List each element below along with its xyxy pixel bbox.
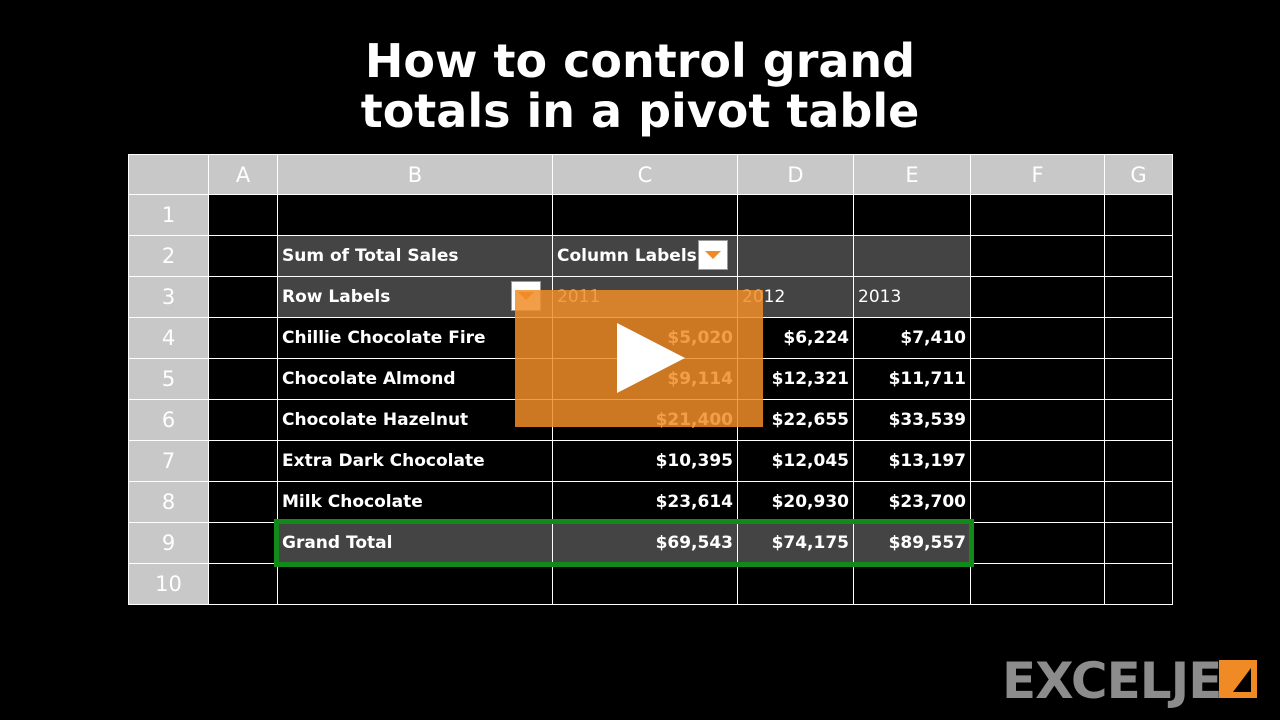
cell [970,440,1105,482]
play-icon [617,323,685,393]
cell [1104,399,1173,441]
cell [208,440,278,482]
cell: $11,711 [853,358,971,400]
cell: Milk Chocolate [277,481,553,523]
cell [208,317,278,359]
cell [970,194,1105,236]
cell [970,481,1105,523]
column-header: E [853,154,971,195]
cell [853,563,971,605]
cell [1104,317,1173,359]
cell: 2013 [853,276,971,318]
cell [552,563,738,605]
column-header: D [737,154,854,195]
cell: Chocolate Almond [277,358,553,400]
cell: $23,614 [552,481,738,523]
row-header: 6 [128,399,209,441]
cell [1104,440,1173,482]
cell [1104,194,1173,236]
cell [737,194,854,236]
play-button[interactable] [515,290,763,427]
cell [208,235,278,277]
row-header: 8 [128,481,209,523]
row-header: 5 [128,358,209,400]
cell [277,194,553,236]
cell [970,317,1105,359]
column-header: F [970,154,1105,195]
cell [208,276,278,318]
cell [208,399,278,441]
cell: Extra Dark Chocolate [277,440,553,482]
cell: $10,395 [552,440,738,482]
column-header: A [208,154,278,195]
cell [1104,522,1173,564]
cell: $33,539 [853,399,971,441]
cell: $7,410 [853,317,971,359]
cell [970,276,1105,318]
cell [737,563,854,605]
cell [970,522,1105,564]
selection-border [274,519,974,567]
cell [970,563,1105,605]
cell: $13,197 [853,440,971,482]
cell: Chocolate Hazelnut [277,399,553,441]
dropdown-arrow [705,251,721,259]
cell [552,194,738,236]
logo: EXCELJET [1002,652,1255,710]
cell [970,399,1105,441]
row-header: 10 [128,563,209,605]
cell [1104,358,1173,400]
row-header: 9 [128,522,209,564]
logo-icon [1219,660,1257,698]
cell: $12,045 [737,440,854,482]
cell [1104,235,1173,277]
column-header: B [277,154,553,195]
cell [853,194,971,236]
row-header: 4 [128,317,209,359]
title: totals in a pivot table [360,84,920,138]
cell [208,563,278,605]
cell [208,358,278,400]
row-header: 2 [128,235,209,277]
cell [853,235,971,277]
cell: Sum of Total Sales [277,235,553,277]
filter-button[interactable] [698,240,728,270]
column-header: C [552,154,738,195]
cell: $74,175 [737,522,854,564]
row-header: 1 [128,194,209,236]
cell [1104,276,1173,318]
cell [1104,563,1173,605]
cell: Row Labels [277,276,553,318]
cell [208,481,278,523]
cell [737,235,854,277]
corner-cell [128,154,209,195]
cell [970,358,1105,400]
cell [208,194,278,236]
row-header: 7 [128,440,209,482]
cell: $23,700 [853,481,971,523]
logo-mark [1233,668,1251,692]
cell: Grand Total [277,522,553,564]
column-header: G [1104,154,1173,195]
cell [970,235,1105,277]
cell [1104,481,1173,523]
cell: Chillie Chocolate Fire [277,317,553,359]
row-header: 3 [128,276,209,318]
title: How to control grand [364,34,916,88]
cell [277,563,553,605]
cell [208,522,278,564]
cell: $20,930 [737,481,854,523]
